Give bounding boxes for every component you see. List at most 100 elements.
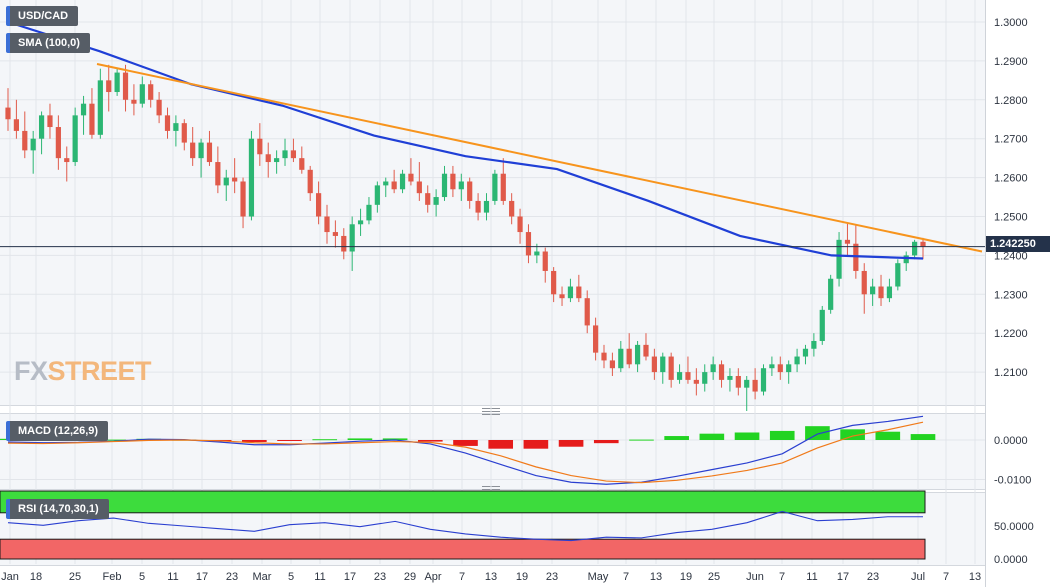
candle-body-84 <box>710 364 716 373</box>
x-tick-label-20: 7 <box>623 571 629 583</box>
candle-body-66 <box>559 294 565 299</box>
candle-body-45 <box>383 181 389 186</box>
candle-body-25 <box>215 162 221 186</box>
candle-body-34 <box>290 150 297 159</box>
candle-body-1 <box>13 119 19 131</box>
candle-body-67 <box>567 286 574 299</box>
candle-body-71 <box>601 352 607 361</box>
x-tick-label-30: 7 <box>943 571 949 583</box>
x-tick-label-5: 11 <box>167 571 178 583</box>
x-tick-label-27: 17 <box>837 571 849 583</box>
x-tick-label-24: Jun <box>746 571 764 583</box>
candle-body-10 <box>89 103 95 135</box>
candle-body-31 <box>265 154 271 163</box>
candle-body-37 <box>315 193 322 217</box>
x-tick-label-2: 25 <box>69 571 81 583</box>
candle-body-48 <box>408 173 414 182</box>
candle-body-49 <box>416 181 422 194</box>
x-tick-label-25: 7 <box>779 571 785 583</box>
candle-body-11 <box>97 80 103 135</box>
candle-body-57 <box>483 200 490 213</box>
y-tick-label-3: 1.2700 <box>994 134 1028 146</box>
candle-body-52 <box>441 173 448 198</box>
legend-rsi[interactable]: RSI (14,70,30,1) <box>6 499 109 519</box>
macd-hist-bar-12 <box>417 440 443 442</box>
candle-body-2 <box>22 130 28 151</box>
macd-hist-bar-19 <box>664 436 689 440</box>
trendline <box>96 63 983 253</box>
x-tick-label-4: 5 <box>139 571 145 583</box>
macd-hist-bar-23 <box>805 426 830 440</box>
candle-body-15 <box>131 99 137 104</box>
candle-body-24 <box>206 142 213 163</box>
candle-body-93 <box>786 364 792 373</box>
candle-body-22 <box>190 142 196 159</box>
x-tick-label-29: Jul <box>911 571 925 583</box>
candle-body-27 <box>232 177 238 182</box>
candle-body-90 <box>760 368 767 392</box>
macd-hist-bar-16 <box>558 440 584 447</box>
macd-panel[interactable] <box>0 413 985 490</box>
x-tick-label-9: 5 <box>288 571 294 583</box>
candle-body-7 <box>64 158 70 163</box>
legend-macd[interactable]: MACD (12,26,9) <box>6 421 109 441</box>
macd-hist-bar-9 <box>312 439 338 441</box>
x-tick-label-12: 23 <box>374 571 386 583</box>
candle-body-79 <box>668 356 674 380</box>
candle-body-20 <box>173 123 179 131</box>
macd-hist-bar-22 <box>769 430 795 440</box>
macd-hist-bar-20 <box>699 433 725 440</box>
candle-body-44 <box>374 185 380 205</box>
candle-body-96 <box>811 340 817 349</box>
candle-body-97 <box>819 309 825 341</box>
candle-body-13 <box>114 72 120 93</box>
candle-body-36 <box>307 169 313 194</box>
y-axis-column <box>985 0 1060 587</box>
candle-body-8 <box>72 115 78 163</box>
candle-body-30 <box>257 138 263 155</box>
x-tick-label-8: Mar <box>253 571 272 583</box>
legend-sma[interactable]: SMA (100,0) <box>6 33 90 53</box>
x-tick-label-7: 23 <box>226 571 238 583</box>
candle-body-95 <box>802 348 809 357</box>
candle-body-82 <box>693 379 699 384</box>
candle-body-26 <box>223 177 229 186</box>
candle-body-62 <box>525 232 532 256</box>
candle-body-32 <box>274 158 280 163</box>
candle-body-54 <box>458 181 464 190</box>
y-tick-label-4: 1.2600 <box>994 173 1028 185</box>
candle-body-89 <box>752 379 758 392</box>
x-tick-label-19: May <box>588 571 609 583</box>
macd-hist-bar-21 <box>734 432 760 440</box>
rsi-tick-label-1: 0.0000 <box>994 554 1028 566</box>
macd-hist-bar-17 <box>593 440 619 444</box>
macd-hist-bar-15 <box>523 440 549 449</box>
candles <box>5 64 926 411</box>
candle-body-87 <box>735 375 741 388</box>
candle-body-39 <box>332 232 338 236</box>
candle-body-74 <box>626 348 632 365</box>
x-tick-label-15: 7 <box>459 571 465 583</box>
watermark-part-street: STREET <box>47 356 152 386</box>
watermark-part-fx: FX <box>14 356 48 386</box>
macd-histogram <box>0 426 936 449</box>
candle-body-50 <box>425 193 431 205</box>
candle-body-35 <box>299 158 305 170</box>
candle-body-12 <box>106 80 112 93</box>
x-tick-label-0: Jan <box>1 571 19 583</box>
x-tick-label-6: 17 <box>196 571 208 583</box>
macd-hist-bar-24 <box>840 429 865 440</box>
candle-body-68 <box>576 286 582 299</box>
candle-body-29 <box>248 138 255 217</box>
candle-body-63 <box>534 251 540 256</box>
x-tick-label-3: Feb <box>103 571 122 583</box>
candle-body-14 <box>122 72 129 100</box>
legend-pair[interactable]: USD/CAD <box>6 6 79 26</box>
candle-body-51 <box>433 197 439 205</box>
candle-body-105 <box>886 286 893 299</box>
rsi-line <box>7 510 923 542</box>
candle-body-42 <box>357 220 364 225</box>
candle-body-38 <box>324 216 330 233</box>
macd-signal-line <box>7 421 924 484</box>
candle-body-108 <box>912 241 918 256</box>
